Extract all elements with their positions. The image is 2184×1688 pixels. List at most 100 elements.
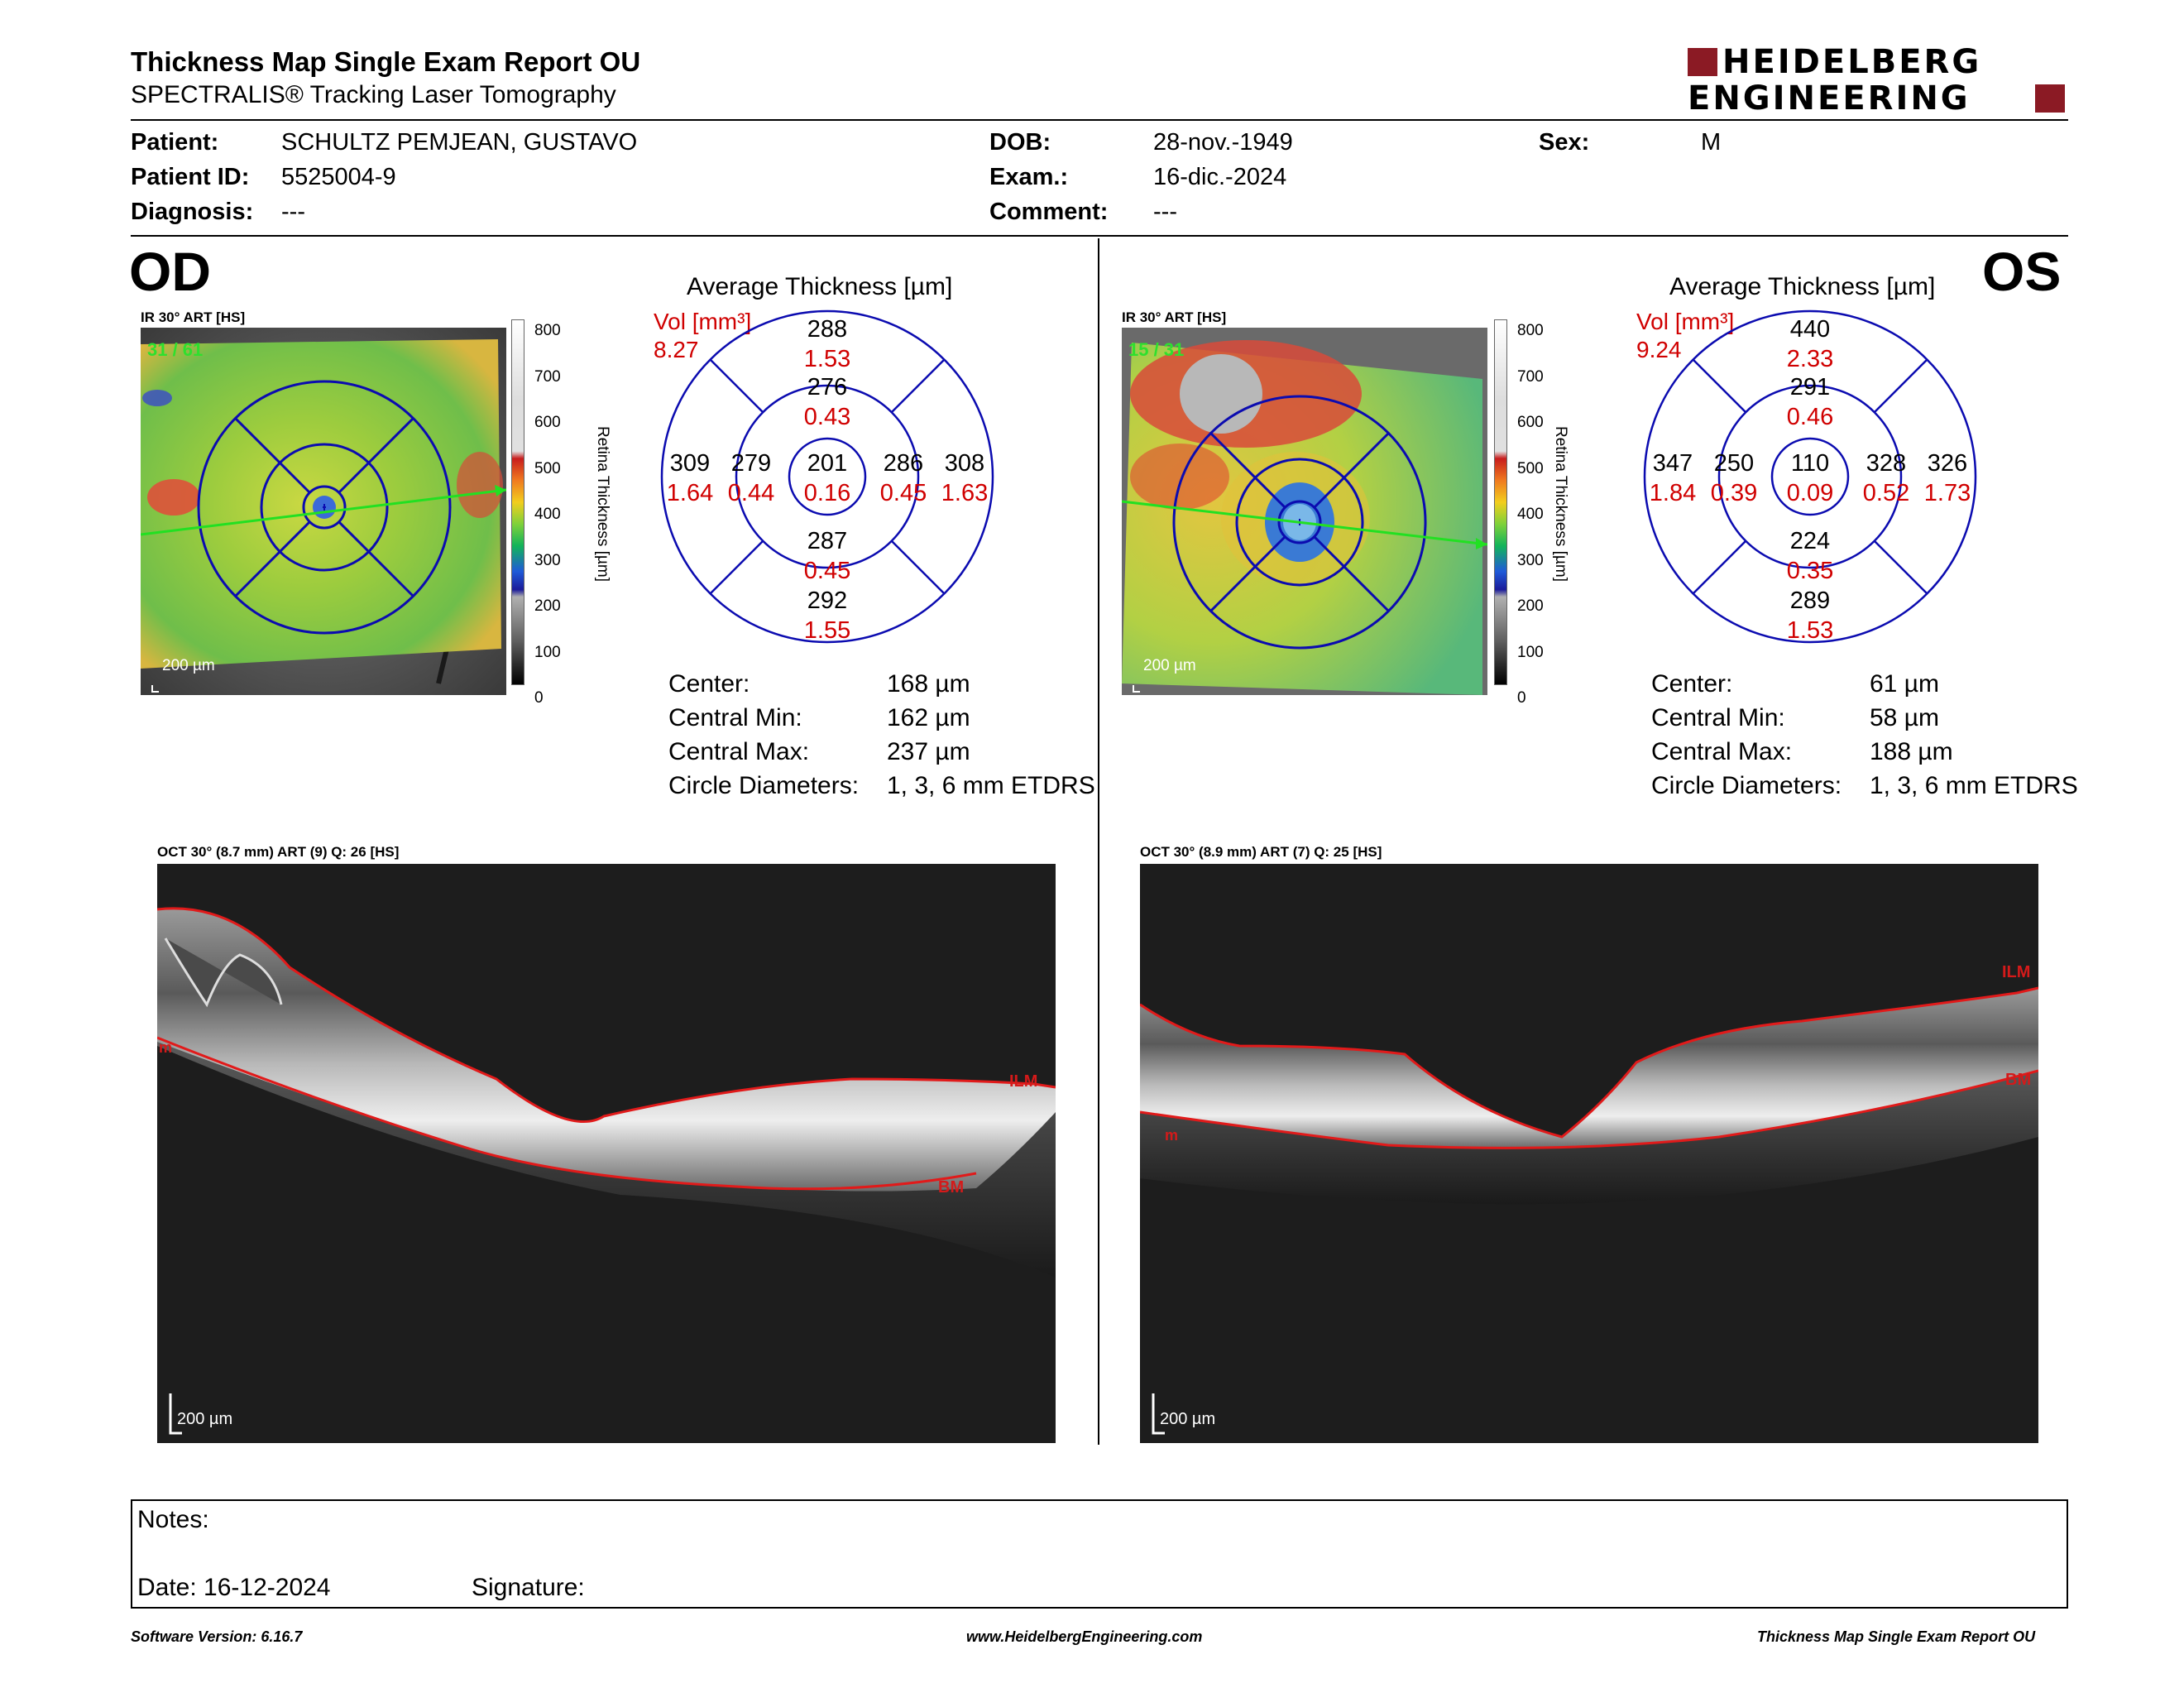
od-tick-0: 0 (534, 689, 544, 707)
exam-label: Exam.: (989, 164, 1069, 190)
os-temporal-inner: 250 0.39 (1707, 448, 1760, 508)
od-colorbar-label: Retina Thickness [µm] (594, 426, 611, 582)
od-tick-700: 700 (534, 367, 561, 386)
os-ni-thick: 328 (1866, 450, 1907, 477)
os-vol-total: 9.24 (1636, 337, 1682, 362)
od-vol-label: Vol [mm³] (654, 309, 752, 334)
footer-report: Thickness Map Single Exam Report OU (1757, 1628, 2036, 1645)
od-diam-value: 1, 3, 6 mm ETDRS (887, 772, 1095, 799)
od-scale-label: 200 µm (162, 657, 215, 674)
exam-value: 16-dic.-2024 (1153, 164, 1287, 190)
od-cmin-label: Central Min: (668, 704, 802, 731)
logo-square-top (1688, 48, 1717, 76)
od-superior-inner: 276 0.43 (802, 372, 852, 432)
notes-box[interactable]: Notes: Date: 16-12-2024 Signature: (131, 1499, 2068, 1609)
od-ti-vol: 0.44 (727, 480, 775, 506)
dob-label: DOB: (989, 129, 1051, 156)
os-thickness-map: 15 / 31 200 µm (1122, 328, 1487, 695)
os-oct-scale: 200 µm (1160, 1410, 1216, 1428)
od-so-vol: 1.53 (803, 346, 851, 372)
od-tick-600: 600 (534, 414, 561, 431)
od-oct-label: OCT 30° (8.7 mm) ART (9) Q: 26 [HS] (157, 844, 400, 860)
os-inferior-inner: 224 0.35 (1785, 526, 1835, 586)
os-cmin-label: Central Min: (1651, 704, 1785, 731)
od-si-thick: 276 (807, 374, 848, 400)
os-tick-200: 200 (1517, 597, 1544, 615)
od-center-value: 168 µm (887, 670, 970, 698)
od-superior-outer: 288 1.53 (802, 314, 852, 374)
od-center-vol: 0.16 (803, 480, 851, 506)
od-cmax-value: 237 µm (887, 738, 970, 765)
os-ii-vol: 0.35 (1786, 558, 1834, 584)
od-ii-thick: 287 (807, 528, 848, 554)
sex-value: M (1701, 129, 1722, 156)
os-scale-label: 200 µm (1143, 657, 1196, 674)
os-io-thick: 289 (1789, 587, 1831, 614)
signature-label: Signature: (472, 1574, 585, 1601)
os-tick-400: 400 (1517, 506, 1544, 523)
od-tick-300: 300 (534, 551, 561, 569)
od-thickness-map: 31 / 61 200 µm (141, 328, 506, 695)
os-eye-label: OS (1982, 241, 2062, 302)
date-label: Date: 16-12-2024 (137, 1574, 331, 1601)
footer-url[interactable]: www.HeidelbergEngineering.com (966, 1628, 1203, 1645)
diagnosis-value: --- (281, 199, 305, 225)
logo-square-bottom (2035, 84, 2065, 113)
os-cmax-value: 188 µm (1870, 738, 1953, 765)
patient-divider (131, 235, 2068, 237)
od-si-vol: 0.43 (803, 404, 851, 430)
sex-label: Sex: (1539, 129, 1590, 156)
od-ni-vol: 0.45 (879, 480, 927, 506)
os-vol-label: Vol [mm³] (1636, 309, 1735, 334)
od-no-thick: 308 (944, 450, 985, 477)
os-tick-100: 100 (1517, 643, 1544, 661)
patient-label: Patient: (131, 129, 219, 156)
od-cmax-label: Central Max: (668, 738, 810, 765)
od-ti-thick: 279 (730, 450, 772, 477)
os-ii-thick: 224 (1789, 528, 1831, 554)
os-colorbar-ticks: 800 700 600 500 400 300 200 100 0 (1517, 308, 1544, 722)
os-cmin-value: 58 µm (1870, 704, 1939, 731)
od-center: 201 0.16 (801, 448, 854, 508)
os-frame-counter: 15 / 31 (1128, 339, 1185, 360)
patient-id-label: Patient ID: (131, 164, 250, 190)
comment-label: Comment: (989, 199, 1109, 225)
od-nasal-inner: 286 0.45 (877, 448, 930, 508)
os-ti-vol: 0.39 (1710, 480, 1758, 506)
od-tick-800: 800 (534, 322, 561, 339)
os-colorbar-scale (1494, 319, 1507, 685)
report-subtitle: SPECTRALIS® Tracking Laser Tomography (131, 81, 616, 108)
os-center: 110 0.09 (1784, 448, 1837, 508)
od-temporal-inner: 279 0.44 (725, 448, 778, 508)
od-ni-thick: 286 (883, 450, 924, 477)
od-center-label: Center: (668, 670, 750, 698)
od-oct-scan: m ILM BM 200 µm (157, 864, 1056, 1443)
report-title: Thickness Map Single Exam Report OU (131, 46, 641, 77)
os-ti-thick: 250 (1713, 450, 1755, 477)
os-io-vol: 1.53 (1786, 617, 1834, 644)
od-inferior-outer: 292 1.55 (802, 586, 852, 645)
os-ni-vol: 0.52 (1862, 480, 1910, 506)
os-inferior-outer: 289 1.53 (1785, 586, 1835, 645)
od-so-thick: 288 (807, 316, 848, 343)
os-bm-label: BM (2005, 1071, 2032, 1089)
os-nasal-outer: 326 1.73 (1921, 448, 1974, 508)
od-ilm-label: ILM (1009, 1072, 1038, 1091)
os-to-thick: 347 (1652, 450, 1693, 477)
os-si-thick: 291 (1789, 374, 1831, 400)
od-tick-200: 200 (534, 597, 561, 615)
od-io-thick: 292 (807, 587, 848, 614)
os-diam-label: Circle Diameters: (1651, 772, 1842, 799)
os-si-vol: 0.46 (1786, 404, 1834, 430)
os-avg-title: Average Thickness [µm] (1669, 273, 1936, 300)
os-to-vol: 1.84 (1649, 480, 1697, 506)
od-tick-400: 400 (534, 506, 561, 523)
od-eye-label: OD (129, 241, 211, 302)
os-center-vol: 0.09 (1786, 480, 1834, 506)
os-tick-800: 800 (1517, 322, 1544, 339)
logo-line-1: HEIDELBERG (1722, 43, 1982, 81)
os-etdrs-grid: 440 2.33 291 0.46 347 1.84 250 0.39 110 … (1643, 309, 1977, 644)
diagnosis-label: Diagnosis: (131, 199, 254, 225)
od-bm-label: BM (938, 1178, 965, 1196)
dob-value: 28-nov.-1949 (1153, 129, 1293, 156)
